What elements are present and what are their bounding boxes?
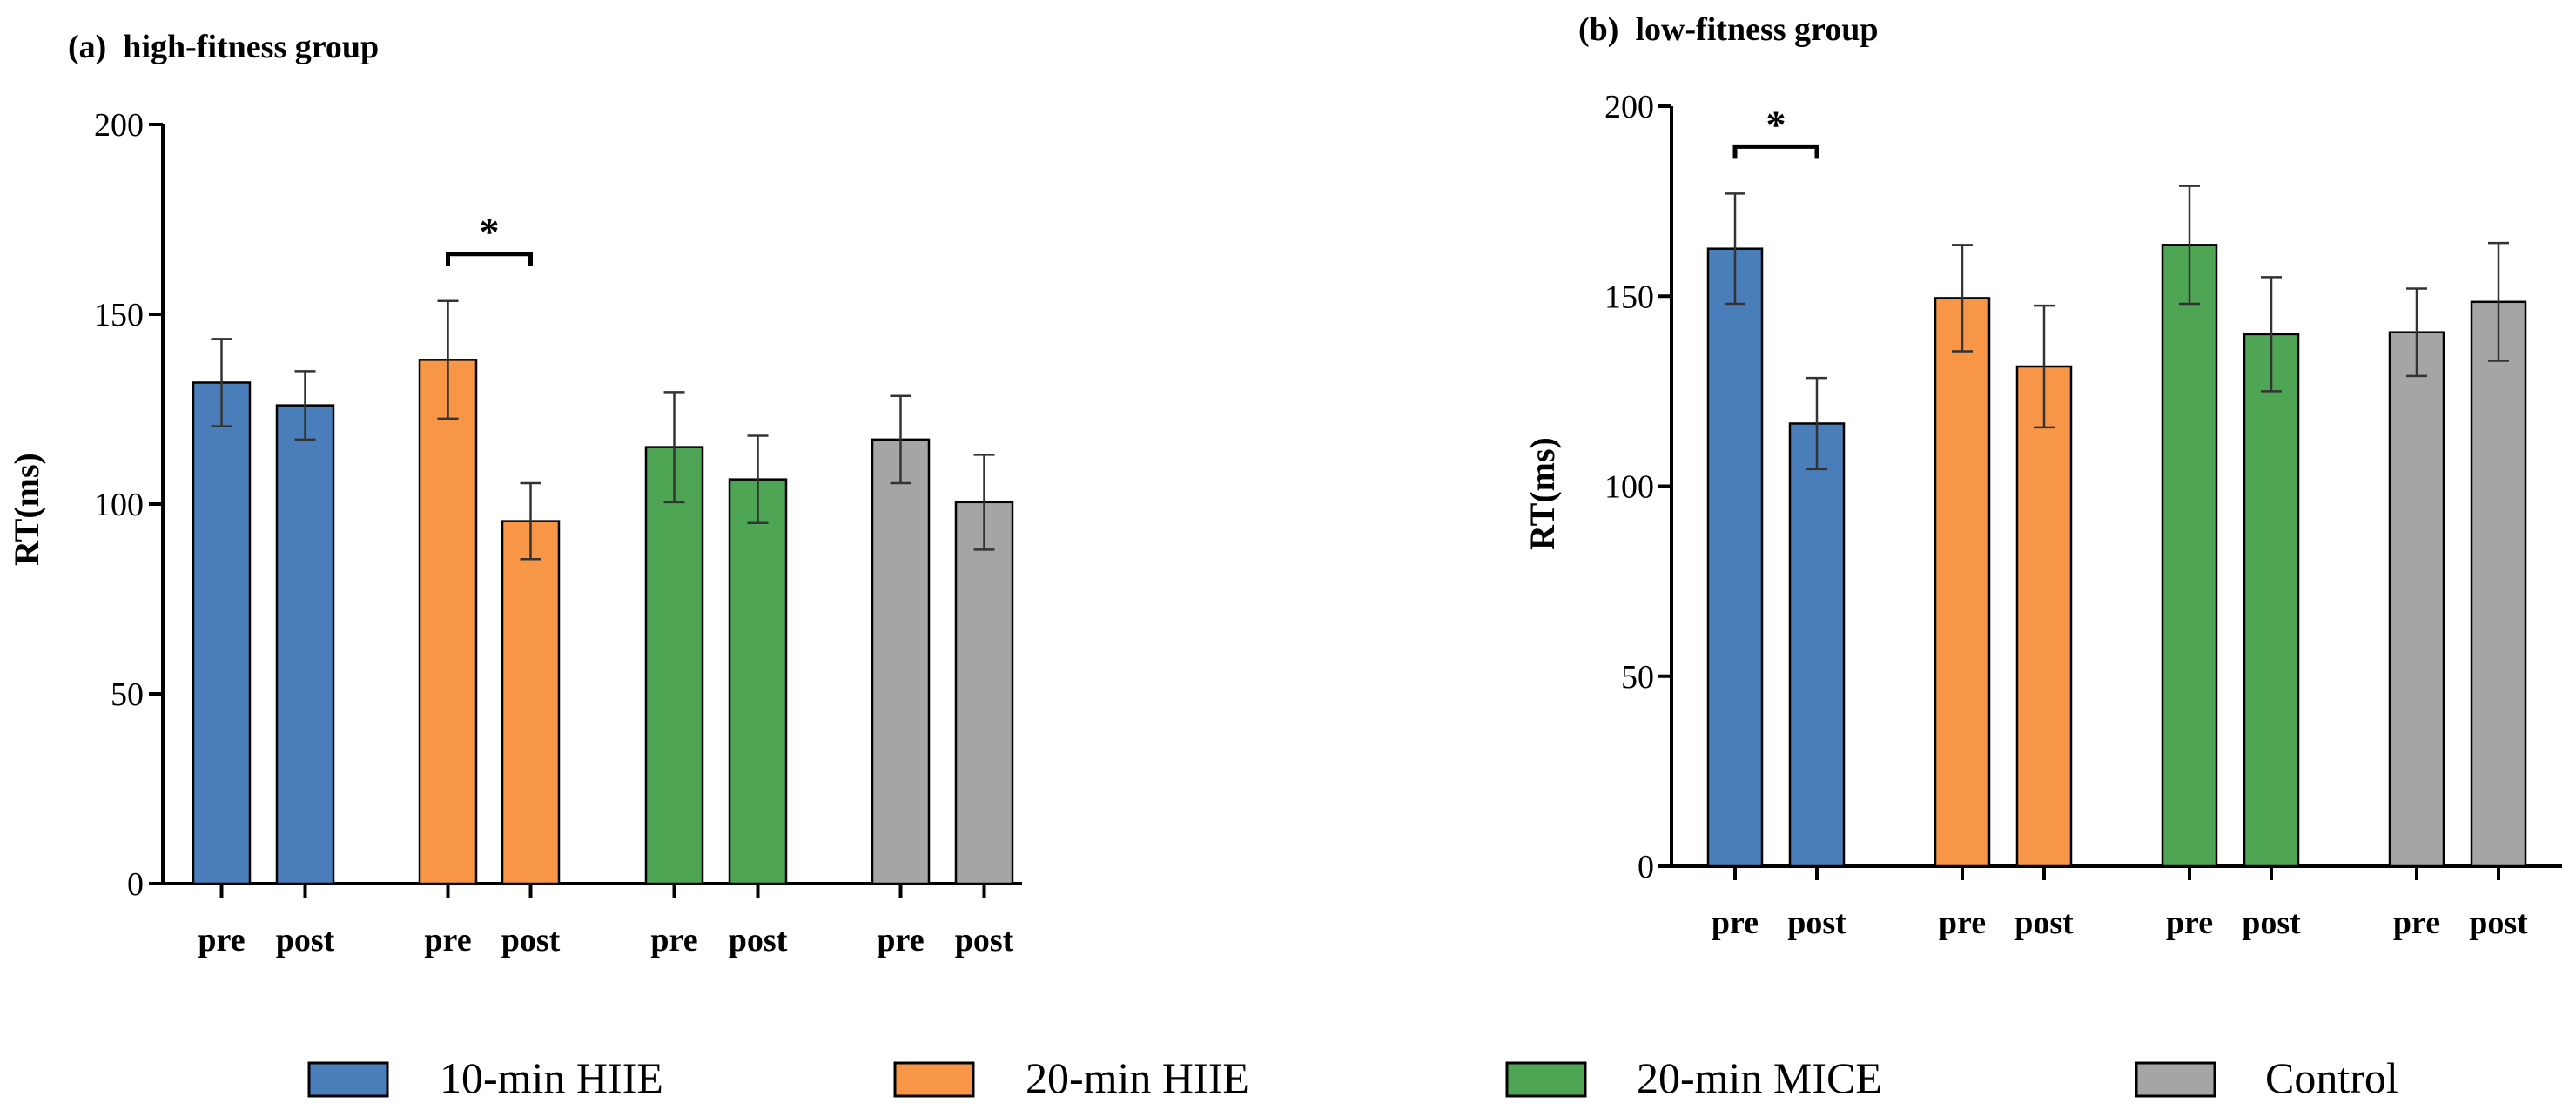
legend-item-10-min-hiie: 10-min HIIE — [307, 1053, 663, 1102]
panel-b-bar-20-min-hiie-pre — [1934, 297, 1991, 868]
panel-a-bar-20-min-hiie-post — [501, 520, 561, 885]
legend-item-20-min-mice: 20-min MICE — [1505, 1053, 1882, 1102]
panel-a-bar-control-pre — [871, 438, 931, 885]
legend-swatch-20-min-mice — [1505, 1061, 1587, 1098]
panel-a-y-tick-label-150: 150 — [94, 297, 144, 333]
panel-b-y-tick-label-100: 100 — [1604, 469, 1654, 506]
panel-a-bar-control-post-label: post — [955, 922, 1014, 959]
panel-a-bar-20-min-hiie-pre-label: pre — [424, 922, 471, 959]
panel-a-high-fitness: (a) high-fitness group RT(ms) 0 50 100 150 2… — [7, 29, 1022, 959]
legend-item-20-min-hiie: 20-min HIIE — [893, 1053, 1249, 1102]
legend-label-10-min-hiie: 10-min HIIE — [440, 1053, 663, 1102]
panel-a-bar-10-min-hiie-post-label: post — [276, 922, 335, 959]
panel-b-significance-10-min-hiie-star: * — [1766, 102, 1786, 146]
panel-b-title: (b) low-fitness group — [1578, 11, 1879, 48]
legend-swatch-control — [2135, 1061, 2216, 1098]
panel-a-bar-20-min-hiie-pre — [418, 359, 478, 885]
panel-a-y-tick-label-200: 200 — [94, 107, 144, 144]
panel-a-bar-10-min-hiie-post — [275, 404, 335, 885]
panel-a-bar-10-min-hiie-pre-label: pre — [198, 922, 245, 959]
panel-b-bar-20-min-mice-pre — [2161, 244, 2218, 868]
panel-a-y-tick-label-50: 50 — [111, 676, 144, 713]
panel-b-bar-control-post-label: post — [2469, 905, 2528, 941]
panel-b-bar-10-min-hiie-pre-label: pre — [1712, 905, 1759, 941]
panel-a-bar-20-min-hiie-post-label: post — [501, 922, 561, 959]
panel-a-significance-20-min-hiie-star: * — [480, 210, 500, 254]
legend-swatch-10-min-hiie — [307, 1061, 389, 1098]
panel-b-bar-control-pre-label: pre — [2393, 905, 2440, 941]
panel-b-bar-20-min-mice-post-label: post — [2242, 905, 2301, 941]
panel-b-significance-10-min-hiie-bracket — [1732, 144, 1819, 159]
panel-b-bar-10-min-hiie-pre — [1706, 247, 1764, 868]
panel-b-y-axis-label: RT(ms) — [1523, 437, 1562, 550]
panel-b-bar-control-pre — [2388, 331, 2445, 868]
legend-label-20-min-hiie: 20-min HIIE — [1026, 1053, 1249, 1102]
panel-a-bar-10-min-hiie-pre — [192, 381, 252, 885]
panel-b-y-tick-label-200: 200 — [1604, 89, 1654, 125]
panel-a-bar-20-min-mice-post-label: post — [729, 922, 788, 959]
panel-a-significance-20-min-hiie-bracket — [446, 252, 533, 266]
panel-b-bar-10-min-hiie-post — [1788, 422, 1846, 868]
panel-a-bar-control-pre-label: pre — [877, 922, 924, 959]
panel-b-bar-10-min-hiie-post-label: post — [1787, 905, 1846, 941]
panel-a-y-axis-label: RT(ms) — [7, 453, 46, 566]
panel-a-bar-20-min-mice-post — [728, 478, 788, 885]
legend-label-control: Control — [2265, 1053, 2398, 1102]
legend-item-control: Control — [2135, 1053, 2398, 1102]
panel-b-y-tick-label-50: 50 — [1621, 659, 1654, 696]
panel-b-bar-20-min-hiie-post — [2015, 365, 2073, 868]
panel-b-bar-20-min-hiie-post-label: post — [2014, 905, 2074, 941]
panel-b-y-tick-label-150: 150 — [1604, 279, 1654, 315]
panel-b-bar-20-min-mice-post — [2243, 333, 2300, 868]
panel-a-title: (a) high-fitness group — [68, 29, 379, 65]
panel-a-y-tick-label-100: 100 — [94, 487, 144, 523]
legend: 10-min HIIE 20-min HIIE 20-min MICE Cont… — [307, 1053, 2398, 1102]
legend-swatch-20-min-hiie — [893, 1061, 975, 1098]
panel-a-y-tick-label-0: 0 — [127, 866, 144, 903]
panel-b-y-tick-label-0: 0 — [1638, 849, 1654, 885]
panel-b-low-fitness: (b) low-fitness group RT(ms) 0 50 100 150 20… — [1523, 11, 2562, 941]
panel-b-bar-control-post — [2470, 300, 2527, 868]
panel-a-bar-20-min-mice-pre-label: pre — [650, 922, 697, 959]
panel-b-bar-20-min-mice-pre-label: pre — [2166, 905, 2213, 941]
panel-a-bar-control-post — [954, 501, 1014, 885]
panel-b-bar-20-min-hiie-pre-label: pre — [1939, 905, 1986, 941]
panel-a-bar-20-min-mice-pre — [644, 446, 704, 885]
legend-label-20-min-mice: 20-min MICE — [1637, 1053, 1882, 1102]
